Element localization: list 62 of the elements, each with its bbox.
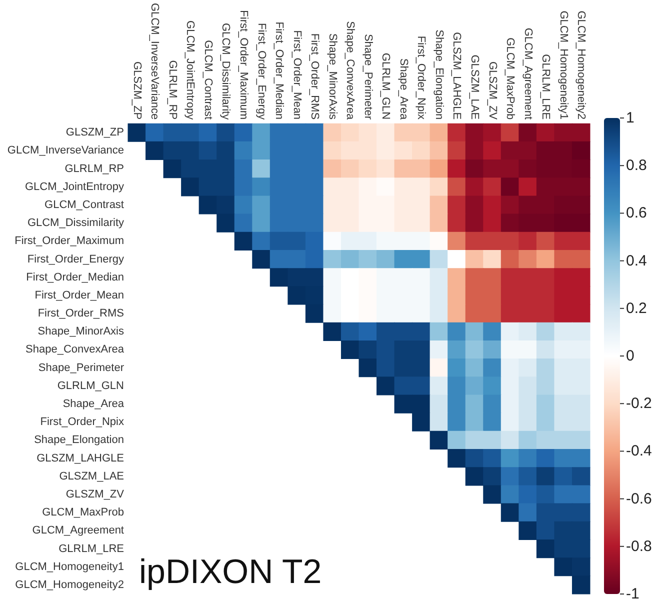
x-tick-label: Shape_MinorAxis [326, 33, 338, 120]
x-tick-label: First_Order_Energy [255, 22, 268, 120]
y-tick-label: GLCM_MaxProb [42, 506, 124, 519]
x-tick-label: GLRLM_RP [166, 60, 178, 120]
y-tick-label: GLSZM_LAE [59, 470, 124, 482]
color-bar-label: 0 [626, 348, 634, 364]
y-tick-label: GLCM_Dissimilarity [27, 217, 124, 230]
y-tick-label: GLRLM_GLN [57, 380, 124, 392]
y-tick-label: Shape_MinorAxis [38, 326, 124, 338]
y-tick-label: GLCM_Homogeneity2 [15, 578, 124, 591]
x-tick-label: Shape_ConvexArea [344, 21, 356, 120]
x-tick-label: First_Order_RMS [308, 33, 321, 120]
x-tick-label: GLSZM_ZV [486, 61, 498, 120]
y-tick-label: First_Order_Mean [34, 289, 124, 302]
x-tick-label: First_Order_Npix [415, 36, 428, 120]
color-bar-label: 1 [626, 110, 634, 126]
y-tick-label: GLRLM_LRE [58, 542, 124, 555]
y-tick-label: Shape_Perimeter [38, 362, 124, 374]
x-tick-label: GLSZM_LAE [468, 54, 480, 120]
x-tick-label: GLCM_Homogeneity1 [557, 10, 570, 120]
color-bar-label: -0.2 [626, 395, 652, 412]
x-tick-label: GLCM_Agreement [522, 28, 534, 120]
color-bar-label: 0.4 [626, 252, 647, 270]
y-tick-label: First_Order_Npix [40, 416, 124, 428]
x-tick-label: GLCM_MaxProb [504, 38, 516, 120]
color-bar-label: -0.8 [626, 538, 652, 555]
x-tick-label: GLCM_JointEntropy [184, 20, 196, 120]
color-bar-label: -0.4 [626, 442, 652, 460]
y-tick-label: First_Order_Energy [27, 253, 124, 266]
y-tick-label: GLSZM_ZV [66, 488, 125, 500]
x-tick-label: GLCM_Contrast [202, 40, 214, 120]
y-tick-label: GLCM_InverseVariance [7, 144, 124, 157]
x-tick-label: GLSZM_LAHGLE [450, 32, 463, 120]
color-bar-label: 0.2 [626, 300, 647, 317]
x-tick-label: First_Order_Maximum [238, 10, 250, 120]
y-tick-label: GLSZM_ZP [66, 126, 124, 139]
text: ipDIXON T2 [139, 553, 322, 591]
x-tick-label: GLRLM_GLN [380, 52, 392, 120]
y-tick-label: Shape_Elongation [34, 434, 124, 446]
color-bar-label: 0.8 [626, 157, 647, 174]
x-tick-label: Shape_Area [397, 58, 410, 120]
y-tick-label: GLCM_Homogeneity1 [15, 560, 124, 573]
y-tick-label: First_Order_RMS [38, 308, 124, 320]
x-tick-label: GLRLM_LRE [540, 54, 552, 120]
y-tick-label: Shape_Area [62, 398, 125, 410]
color-bar-label: -1 [626, 586, 640, 602]
x-tick-label: GLCM_Dissimilarity [220, 23, 232, 120]
x-tick-label: GLCM_Homogeneity2 [575, 10, 588, 120]
x-tick-label: Shape_Elongation [432, 30, 445, 120]
x-tick-label: Shape_Perimeter [362, 34, 374, 120]
color-bar-label: 0.6 [626, 204, 647, 222]
y-tick-label: GLSZM_LAHGLE [36, 452, 124, 464]
y-tick-label: GLRLM_RP [64, 162, 124, 175]
x-tick-label: First_Order_Median [273, 22, 286, 120]
color-bar-label: -0.6 [626, 490, 652, 508]
x-tick-label: First_Order_Mean [290, 30, 303, 120]
y-tick-label: GLCM_Agreement [32, 524, 124, 537]
y-tick-label: GLCM_JointEntropy [24, 180, 124, 193]
y-tick-label: First_Order_Median [26, 271, 124, 284]
y-tick-label: GLCM_Contrast [44, 198, 124, 211]
y-tick-label: Shape_ConvexArea [26, 344, 125, 356]
y-tick-label: First_Order_Maximum [14, 235, 124, 248]
